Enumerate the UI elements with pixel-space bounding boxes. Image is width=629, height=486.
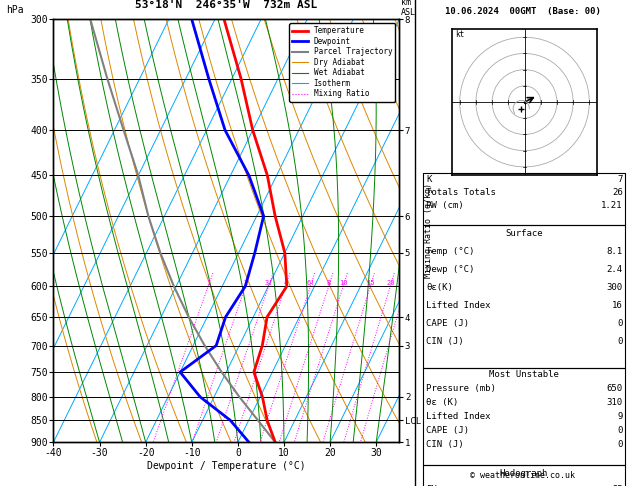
- Text: 650: 650: [606, 384, 623, 393]
- Text: 310: 310: [606, 398, 623, 407]
- Text: CAPE (J): CAPE (J): [426, 319, 469, 328]
- Text: 26: 26: [612, 188, 623, 197]
- Text: 0: 0: [617, 440, 623, 449]
- Text: 1.21: 1.21: [601, 201, 623, 210]
- Text: 15: 15: [366, 280, 375, 286]
- X-axis label: Dewpoint / Temperature (°C): Dewpoint / Temperature (°C): [147, 461, 306, 470]
- Text: 2.4: 2.4: [606, 265, 623, 274]
- Text: 9: 9: [617, 412, 623, 421]
- Text: 53°18'N  246°35'W  732m ASL: 53°18'N 246°35'W 732m ASL: [135, 0, 318, 10]
- Text: CIN (J): CIN (J): [426, 337, 464, 346]
- Text: Surface: Surface: [505, 229, 543, 239]
- Text: 8: 8: [326, 280, 331, 286]
- Text: θε(K): θε(K): [426, 283, 454, 292]
- Text: 6!: 6!: [306, 280, 314, 286]
- Text: 1: 1: [206, 280, 210, 286]
- Text: 10.06.2024  00GMT  (Base: 00): 10.06.2024 00GMT (Base: 00): [445, 7, 601, 17]
- Text: km
ASL: km ASL: [401, 0, 416, 17]
- Text: CAPE (J): CAPE (J): [426, 426, 469, 435]
- Text: EH: EH: [426, 485, 437, 486]
- Text: hPa: hPa: [6, 4, 24, 15]
- Text: Most Unstable: Most Unstable: [489, 370, 559, 380]
- Text: CIN (J): CIN (J): [426, 440, 464, 449]
- Text: 300: 300: [606, 283, 623, 292]
- Text: K: K: [426, 175, 431, 184]
- Text: 20: 20: [386, 280, 394, 286]
- Text: Hodograph: Hodograph: [499, 469, 548, 478]
- Text: 0: 0: [617, 337, 623, 346]
- Text: 0: 0: [617, 319, 623, 328]
- Text: 10: 10: [339, 280, 347, 286]
- Text: 16: 16: [612, 301, 623, 310]
- Text: θε (K): θε (K): [426, 398, 459, 407]
- Text: 3!: 3!: [264, 280, 273, 286]
- Text: 7: 7: [617, 175, 623, 184]
- Text: 4: 4: [284, 280, 287, 286]
- Text: Pressure (mb): Pressure (mb): [426, 384, 496, 393]
- Legend: Temperature, Dewpoint, Parcel Trajectory, Dry Adiabat, Wet Adiabat, Isotherm, Mi: Temperature, Dewpoint, Parcel Trajectory…: [289, 23, 396, 102]
- Text: 0: 0: [617, 426, 623, 435]
- Y-axis label: Mixing Ratio (g/kg): Mixing Ratio (g/kg): [424, 183, 433, 278]
- Text: PW (cm): PW (cm): [426, 201, 464, 210]
- Text: 8.1: 8.1: [606, 247, 623, 256]
- Text: Totals Totals: Totals Totals: [426, 188, 496, 197]
- Text: 2: 2: [243, 280, 248, 286]
- Text: Lifted Index: Lifted Index: [426, 412, 491, 421]
- Text: © weatheronline.co.uk: © weatheronline.co.uk: [470, 471, 576, 480]
- Text: Lifted Index: Lifted Index: [426, 301, 491, 310]
- Text: 25: 25: [612, 485, 623, 486]
- Text: Temp (°C): Temp (°C): [426, 247, 475, 256]
- Text: Dewp (°C): Dewp (°C): [426, 265, 475, 274]
- Text: kt: kt: [455, 30, 464, 39]
